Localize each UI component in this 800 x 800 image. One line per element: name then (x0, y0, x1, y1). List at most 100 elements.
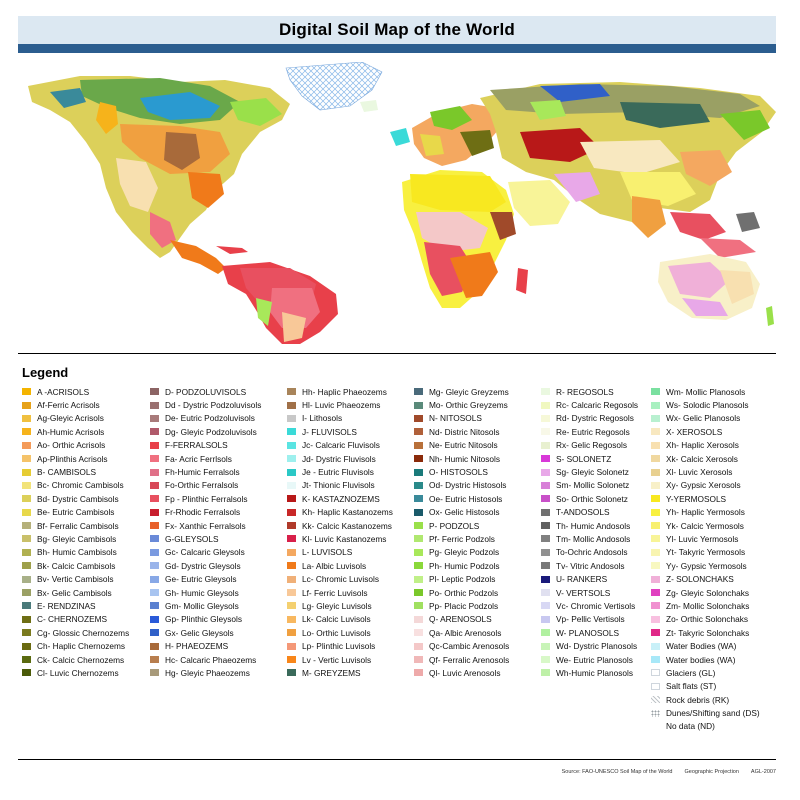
legend-item: Hh- Haplic Phaeozems (287, 385, 393, 398)
legend-swatch (150, 615, 159, 623)
legend-swatch (541, 401, 550, 409)
legend-item: Lk- Calcic Luvisols (287, 613, 393, 626)
legend-item: S- SOLONETZ (541, 452, 638, 465)
legend-item: Wx- Gelic Planosols (651, 412, 760, 425)
legend-label: Gc- Calcaric Gleysols (165, 547, 245, 558)
legend-label: Fo-Orthic Ferralsols (165, 480, 239, 491)
legend-swatch (22, 615, 31, 623)
legend-column-4: Mg- Gleyic Greyzems Mo- Orthic Greyzems N-… (414, 385, 509, 680)
legend-swatch (287, 441, 296, 449)
legend-item: U- RANKERS (541, 572, 638, 585)
legend-item: Fa- Acric Ferrlsols (150, 452, 261, 465)
legend-swatch (287, 428, 296, 436)
legend-label: Sm- Mollic Solonetz (556, 480, 630, 491)
legend-swatch (541, 441, 550, 449)
legend-label: Mg- Gleyic Greyzems (429, 386, 509, 397)
legend-label: Lv - Vertic Luvisols (302, 654, 372, 665)
legend-column-5: R- REGOSOLS Rc- Calcaric Regosols Rd- Dyst… (541, 385, 638, 680)
legend-swatch (541, 428, 550, 436)
legend-label: Lo- Orthic Luvisols (302, 627, 371, 638)
legend-item: N- NITOSOLS (414, 412, 509, 425)
legend-item: Ao- Orthic Acrisols (22, 439, 129, 452)
footer-projection: Geographic Projection (684, 769, 739, 775)
legend-label: O- HISTOSOLS (429, 467, 488, 478)
legend-item: Pf- Ferric Podzols (414, 532, 509, 545)
legend-label: Gd- Dystric Gleysols (165, 560, 241, 571)
legend-swatch (651, 602, 660, 610)
legend-swatch (150, 508, 159, 516)
legend-swatch (651, 481, 660, 489)
legend-item: Fo-Orthic Ferralsols (150, 479, 261, 492)
legend-item: No data (ND) (651, 720, 760, 733)
legend-item: Gh- Humic Gleysols (150, 586, 261, 599)
legend-swatch (22, 589, 31, 597)
legend-swatch (651, 709, 660, 717)
legend-label: Ap-Plinthis Acrisols (37, 453, 108, 464)
legend-item: Rx- Gelic Regosols (541, 439, 638, 452)
legend-swatch (22, 629, 31, 637)
legend-swatch (414, 535, 423, 543)
legend-item: Fx- Xanthic Ferralsols (150, 519, 261, 532)
legend-label: Ah-Humic Acrisols (37, 426, 105, 437)
legend-item: Ge- Eutric Gleysols (150, 572, 261, 585)
legend-swatch (541, 455, 550, 463)
legend-swatch (414, 602, 423, 610)
legend-item: Water Bodies (WA) (651, 639, 760, 652)
legend-item: Hg- Gleyic Phaeozems (150, 666, 261, 679)
legend-label: Ph- Humic Podzols (429, 560, 500, 571)
legend-label: Xy- Gypsic Xerosols (666, 480, 741, 491)
legend-label: L- LUVISOLS (302, 547, 353, 558)
legend-swatch (150, 428, 159, 436)
legend-swatch (22, 522, 31, 530)
legend-label: Hh- Haplic Phaeozems (302, 386, 387, 397)
legend: A -ACRISOLS Af-Ferric Acrisols Ag-Gleyic A… (22, 385, 776, 750)
legend-label: Kk- Calcic Kastanozems (302, 520, 392, 531)
legend-item: Fr-Rhodic Ferralsols (150, 506, 261, 519)
legend-swatch (414, 575, 423, 583)
legend-item: Lv - Vertic Luvisols (287, 653, 393, 666)
legend-item: Dd - Dystric Podzoluvisols (150, 398, 261, 411)
legend-item: Yl- Luvic Yermosols (651, 532, 760, 545)
legend-item: Gp- Plinthic Gleysols (150, 613, 261, 626)
legend-label: Bk- Calcic Cambisols (37, 560, 116, 571)
legend-swatch (287, 481, 296, 489)
legend-swatch (651, 669, 660, 677)
legend-column-3: Hh- Haplic Phaeozems Hl- Luvic Phaeozems I… (287, 385, 393, 680)
legend-label: Zg- Gleyic Solonchaks (666, 587, 750, 598)
legend-label: Tv- Vitric Andosols (556, 560, 625, 571)
legend-item: Bk- Calcic Cambisols (22, 559, 129, 572)
legend-item: R- REGOSOLS (541, 385, 638, 398)
legend-label: So- Orthic Solonetz (556, 493, 628, 504)
legend-swatch (651, 522, 660, 530)
legend-swatch (150, 495, 159, 503)
legend-swatch (287, 575, 296, 583)
legend-item: Th- Humic Andosols (541, 519, 638, 532)
legend-swatch (651, 495, 660, 503)
legend-swatch (651, 401, 660, 409)
legend-label: Gx- Gelic Gleysols (165, 627, 234, 638)
legend-swatch (287, 562, 296, 570)
legend-swatch (651, 589, 660, 597)
legend-item: Vp- Pellic Vertisols (541, 613, 638, 626)
legend-swatch (414, 589, 423, 597)
legend-item: Mo- Orthic Greyzems (414, 398, 509, 411)
legend-label: Yk- Calcic Yermosols (666, 520, 744, 531)
legend-item: Je - Eutric Fluvisols (287, 465, 393, 478)
legend-label: C- CHERNOZEMS (37, 614, 108, 625)
legend-label: Hl- Luvic Phaeozems (302, 400, 381, 411)
legend-swatch (414, 642, 423, 650)
legend-label: Ql- Luvic Arenosols (429, 667, 501, 678)
legend-label: D- PODZOLUVISOLS (165, 386, 247, 397)
legend-swatch (287, 401, 296, 409)
legend-label: Gm- Mollic Gleysols (165, 600, 239, 611)
legend-label: Qc-Cambic Arenosols (429, 641, 510, 652)
legend-swatch (651, 455, 660, 463)
legend-item: To-Ochric Andosols (541, 546, 638, 559)
legend-swatch (414, 629, 423, 637)
legend-item: Bg- Gleyic Cambisols (22, 532, 129, 545)
legend-label: Bf- Ferralic Cambisols (37, 520, 119, 531)
legend-label: Vc- Chromic Vertisols (556, 600, 636, 611)
legend-label: Od- Dystric Histosols (429, 480, 507, 491)
legend-item: I- Lithosols (287, 412, 393, 425)
legend-label: Rc- Calcaric Regosols (556, 400, 639, 411)
